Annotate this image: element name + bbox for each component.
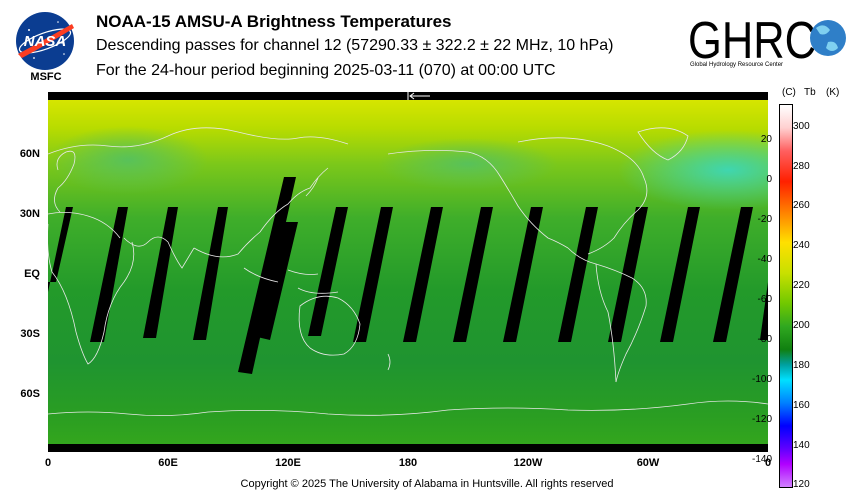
colorbar-k-label: 220 bbox=[793, 280, 810, 291]
lat-label-60s: 60S bbox=[20, 388, 40, 400]
lon-label-0-east: 0 bbox=[764, 457, 772, 469]
lon-label-60w: 60W bbox=[636, 457, 660, 469]
globe-icon bbox=[810, 20, 846, 56]
no-data-band-south bbox=[48, 444, 768, 452]
colorbar-c-label: -140 bbox=[751, 454, 772, 465]
colorbar-k-label: 300 bbox=[793, 121, 810, 132]
page-title: NOAA-15 AMSU-A Brightness Temperatures bbox=[96, 12, 452, 31]
colorbar-c-label: -80 bbox=[757, 334, 772, 345]
colorbar-k-label: 260 bbox=[793, 200, 810, 211]
page-subtitle: Descending passes for channel 12 (57290.… bbox=[96, 37, 614, 54]
colorbar bbox=[779, 104, 793, 488]
nasa-meatball-icon: NASA bbox=[16, 12, 74, 70]
colorbar-k-label: 200 bbox=[793, 320, 810, 331]
colorbar-c-label: -20 bbox=[757, 214, 772, 225]
colorbar-c-label: -100 bbox=[751, 374, 772, 385]
colorbar-c-label: -60 bbox=[757, 294, 772, 305]
colorbar-header-k: (K) bbox=[826, 87, 840, 98]
ghrc-wordmark: GHRC bbox=[688, 12, 816, 66]
lon-label-0: 0 bbox=[44, 457, 52, 469]
lon-label-60e: 60E bbox=[158, 457, 178, 469]
lat-label-30s: 30S bbox=[20, 328, 40, 340]
nasa-logo: NASA bbox=[14, 10, 76, 72]
coastlines bbox=[47, 127, 769, 416]
colorbar-k-label: 240 bbox=[793, 240, 810, 251]
colorbar-header-c: (C) bbox=[782, 87, 796, 98]
colorbar-k-label: 180 bbox=[793, 360, 810, 371]
nasa-wordmark: NASA bbox=[24, 33, 67, 50]
colorbar-k-label: 120 bbox=[793, 479, 810, 490]
colorbar-k-label: 280 bbox=[793, 161, 810, 172]
colorbar-k-label: 140 bbox=[793, 440, 810, 451]
colorbar-c-label: 0 bbox=[766, 174, 772, 185]
orbit-swath-gaps bbox=[48, 177, 768, 374]
colorbar-header-tb: Tb bbox=[804, 87, 816, 98]
lon-label-180: 180 bbox=[398, 457, 418, 469]
lat-label-60n: 60N bbox=[19, 148, 40, 160]
colorbar-c-label: 20 bbox=[760, 134, 772, 145]
colorbar-c-label: -40 bbox=[757, 254, 772, 265]
copyright-footer: Copyright © 2025 The University of Alaba… bbox=[240, 478, 614, 490]
brightness-map bbox=[47, 92, 838, 452]
time-period: For the 24-hour period beginning 2025-03… bbox=[96, 62, 556, 79]
lon-label-120w: 120W bbox=[513, 457, 543, 469]
colorbar-k-label: 160 bbox=[793, 400, 810, 411]
colorbar-c-label: -120 bbox=[751, 414, 772, 425]
ghrc-logo: GHRC bbox=[688, 10, 850, 70]
direction-arrow-icon bbox=[407, 92, 430, 100]
nasa-center-label: MSFC bbox=[30, 71, 62, 83]
lat-label-30n: 30N bbox=[19, 208, 40, 220]
lat-label-eq: EQ bbox=[24, 268, 40, 280]
lon-label-120e: 120E bbox=[275, 457, 301, 469]
ghrc-subtitle: Global Hydrology Resource Center bbox=[690, 62, 784, 68]
